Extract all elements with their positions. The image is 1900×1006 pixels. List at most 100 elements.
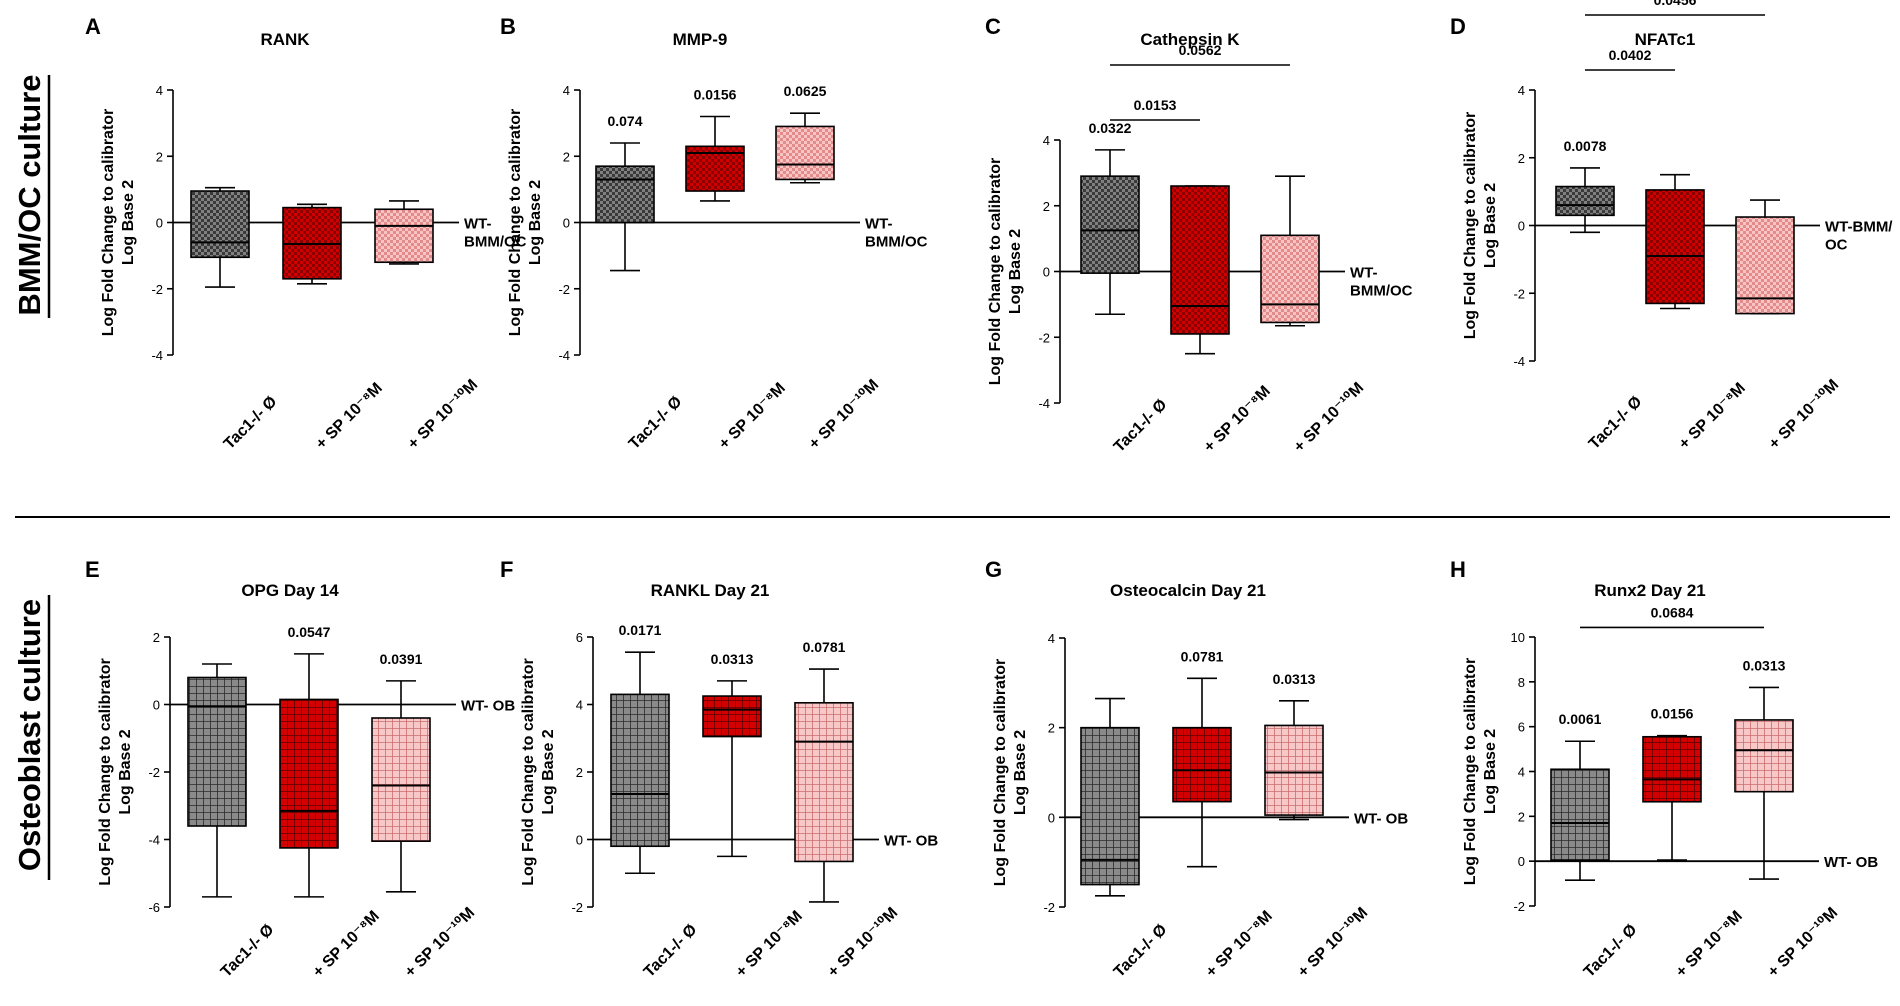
x-tick-label-text: + SP 10⁻¹⁰M bbox=[405, 376, 482, 453]
x-tick-label-text: + SP 10⁻⁸M bbox=[1203, 908, 1276, 981]
box-plot bbox=[775, 112, 835, 184]
y-tick-label: -4 bbox=[151, 348, 163, 363]
y-tick-label: 4 bbox=[1518, 83, 1525, 98]
y-tick-label: 2 bbox=[1048, 721, 1055, 736]
p-value-label: 0.0156 bbox=[694, 87, 737, 103]
x-tick-label: + SP 10⁻¹⁰M bbox=[825, 904, 902, 981]
x-tick-label: Tac1-/- Ø bbox=[641, 921, 701, 981]
p-value-label: 0.0322 bbox=[1089, 120, 1132, 136]
y-tick-label: 6 bbox=[576, 630, 583, 645]
y-axis-label-line: Log Fold Change to calibrator bbox=[992, 659, 1009, 887]
box bbox=[371, 717, 431, 842]
x-tick-label-text: + SP 10⁻⁸M bbox=[313, 380, 386, 453]
chart-title: RANK bbox=[260, 30, 310, 49]
panel-d: D NFATc1 Log Fold Change to calibrator Log … bbox=[1450, 0, 1893, 453]
panel-c: C Cathepsin K Log Fold Change to calibrato… bbox=[985, 14, 1413, 456]
y-axis-label-line: Log Base 2 bbox=[1482, 183, 1499, 268]
box-plot bbox=[1734, 686, 1794, 880]
p-value-label: 0.0061 bbox=[1559, 711, 1602, 727]
p-value-label: 0.0313 bbox=[1273, 671, 1316, 687]
y-tick-label: 2 bbox=[1518, 151, 1525, 166]
box-plot bbox=[374, 200, 434, 265]
box bbox=[187, 676, 247, 827]
x-tick-label: Tac1-/- Ø bbox=[221, 393, 281, 453]
x-tick-label-text: Tac1-/- Ø bbox=[1111, 921, 1171, 981]
row-label-ob-text: Osteoblast culture bbox=[12, 599, 47, 871]
y-axis-label: Log Fold Change to calibrator Log Base 2 bbox=[987, 158, 1024, 386]
box bbox=[1645, 189, 1705, 305]
x-tick-label: + SP 10⁻¹⁰M bbox=[1291, 379, 1368, 456]
y-tick-label: -2 bbox=[1513, 286, 1525, 301]
y-tick-label: 0 bbox=[576, 833, 583, 848]
panel-f: F RANKL Day 21 Log Fold Change to calibrat… bbox=[500, 557, 938, 981]
x-tick-label-text: + SP 10⁻⁸M bbox=[733, 908, 806, 981]
y-axis-label-line: Log Base 2 bbox=[120, 180, 137, 265]
box-plot bbox=[279, 653, 339, 898]
y-tick-label: 2 bbox=[1043, 199, 1050, 214]
x-tick-label: + SP 10⁻⁸M bbox=[1201, 383, 1274, 456]
y-axis-label-line: Log Fold Change to calibrator bbox=[97, 658, 114, 886]
reference-line-label: BMM/OC bbox=[1350, 283, 1413, 300]
x-tick-label-text: + SP 10⁻¹⁰M bbox=[1765, 904, 1842, 981]
y-tick-label: 4 bbox=[1518, 765, 1525, 780]
box bbox=[1264, 724, 1324, 816]
panel-e: E OPG Day 14 Log Fold Change to calibrator… bbox=[85, 557, 515, 981]
box-plot bbox=[1172, 677, 1232, 868]
box-plot bbox=[685, 115, 745, 202]
x-tick-label: + SP 10⁻¹⁰M bbox=[1766, 376, 1843, 453]
x-tick-label: + SP 10⁻⁸M bbox=[313, 380, 386, 453]
y-tick-label: -2 bbox=[558, 282, 570, 297]
x-tick-label: + SP 10⁻⁸M bbox=[733, 908, 806, 981]
bracket-p-value: 0.0153 bbox=[1134, 97, 1177, 113]
box-plot bbox=[282, 203, 342, 285]
p-value-label: 0.0313 bbox=[711, 651, 754, 667]
panel-g: G Osteocalcin Day 21 Log Fold Change to ca… bbox=[985, 557, 1408, 981]
box-plot bbox=[1260, 175, 1320, 327]
x-tick-label: Tac1-/- Ø bbox=[1111, 396, 1171, 456]
box bbox=[775, 125, 835, 181]
p-value-label: 0.0156 bbox=[1651, 706, 1694, 722]
box-plot bbox=[1170, 185, 1230, 355]
y-axis-label-line: Log Fold Change to calibrator bbox=[987, 158, 1004, 386]
box-plot bbox=[187, 663, 247, 898]
y-tick-label: 2 bbox=[576, 765, 583, 780]
box-plot bbox=[702, 680, 762, 858]
y-tick-label: 0 bbox=[1048, 810, 1055, 825]
x-tick-label: + SP 10⁻¹⁰M bbox=[1765, 904, 1842, 981]
panel-letter: C bbox=[985, 14, 1001, 39]
chart-title: Runx2 Day 21 bbox=[1594, 581, 1706, 600]
panel-letter: E bbox=[85, 557, 100, 582]
y-tick-label: 0 bbox=[1518, 219, 1525, 234]
p-value-label: 0.0171 bbox=[619, 622, 662, 638]
box-plot bbox=[190, 186, 250, 288]
row-label-bmm: BMM/OC culture bbox=[12, 74, 47, 315]
y-tick-label: 0 bbox=[1518, 854, 1525, 869]
y-tick-label: -2 bbox=[571, 900, 583, 915]
reference-line-label: WT- OB bbox=[1354, 810, 1408, 827]
y-tick-label: 10 bbox=[1511, 630, 1525, 645]
box bbox=[374, 208, 434, 264]
y-tick-label: 2 bbox=[156, 149, 163, 164]
reference-line-label: WT- OB bbox=[461, 698, 515, 715]
box-plot bbox=[1264, 699, 1324, 821]
y-axis-label-line: Log Base 2 bbox=[540, 729, 557, 814]
box-plot bbox=[794, 668, 854, 903]
box-plot bbox=[1080, 697, 1140, 897]
y-tick-label: 0 bbox=[153, 698, 160, 713]
x-tick-label: + SP 10⁻⁸M bbox=[716, 380, 789, 453]
panel-letter: D bbox=[1450, 14, 1466, 39]
box bbox=[794, 702, 854, 863]
y-tick-label: -4 bbox=[1038, 396, 1050, 411]
x-tick-label-text: Tac1-/- Ø bbox=[1111, 396, 1171, 456]
x-tick-label: + SP 10⁻⁸M bbox=[310, 908, 383, 981]
box-plot bbox=[1080, 149, 1140, 316]
x-tick-label: + SP 10⁻⁸M bbox=[1673, 908, 1746, 981]
box bbox=[279, 698, 339, 849]
row-label-ob: Osteoblast culture bbox=[12, 599, 47, 871]
x-tick-label-text: + SP 10⁻⁸M bbox=[1676, 380, 1749, 453]
y-axis-label: Log Fold Change to calibrator Log Base 2 bbox=[1462, 658, 1499, 886]
y-tick-label: 4 bbox=[1043, 133, 1050, 148]
x-tick-label: Tac1-/- Ø bbox=[1586, 393, 1646, 453]
panel-letter: A bbox=[85, 14, 101, 39]
